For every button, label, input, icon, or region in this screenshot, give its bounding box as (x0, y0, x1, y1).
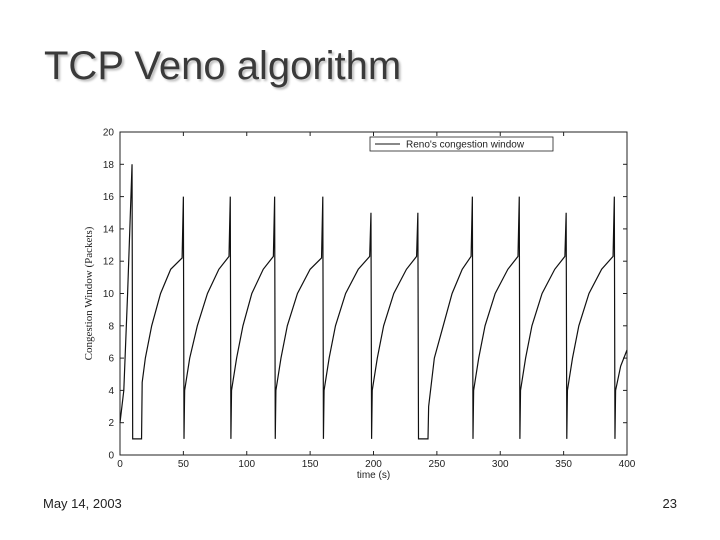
x-tick-label: 100 (238, 459, 255, 470)
y-axis-label: Congestion Window (Packets) (83, 226, 95, 360)
y-tick-label: 4 (108, 386, 114, 397)
legend-label: Reno's congestion window (406, 140, 525, 151)
x-tick-label: 150 (302, 459, 319, 470)
x-tick-label: 350 (555, 459, 572, 470)
x-tick-label: 400 (619, 459, 636, 470)
y-tick-label: 10 (103, 289, 115, 300)
data-line (119, 164, 628, 440)
y-tick-label: 2 (108, 418, 114, 429)
x-tick-label: 0 (117, 459, 123, 470)
plot-area (119, 131, 628, 456)
y-tick-label: 12 (103, 257, 115, 268)
x-axis-label: time (s) (357, 470, 390, 481)
footer-date: May 14, 2003 (43, 496, 122, 511)
x-tick-label: 300 (492, 459, 509, 470)
y-tick-label: 8 (108, 321, 114, 332)
legend-box (369, 136, 554, 152)
y-tick-label: 14 (103, 224, 115, 235)
y-tick-label: 6 (108, 354, 114, 365)
x-tick-label: 50 (178, 459, 190, 470)
x-tick-label: 200 (365, 459, 382, 470)
y-tick-label: 20 (103, 128, 115, 139)
y-tick-label: 18 (103, 160, 115, 171)
x-tick-label: 250 (429, 459, 446, 470)
y-tick-label: 0 (108, 451, 114, 462)
page-number: 23 (662, 496, 677, 511)
y-tick-label: 16 (103, 192, 115, 203)
slide-title: TCP Veno algorithm (44, 44, 402, 88)
